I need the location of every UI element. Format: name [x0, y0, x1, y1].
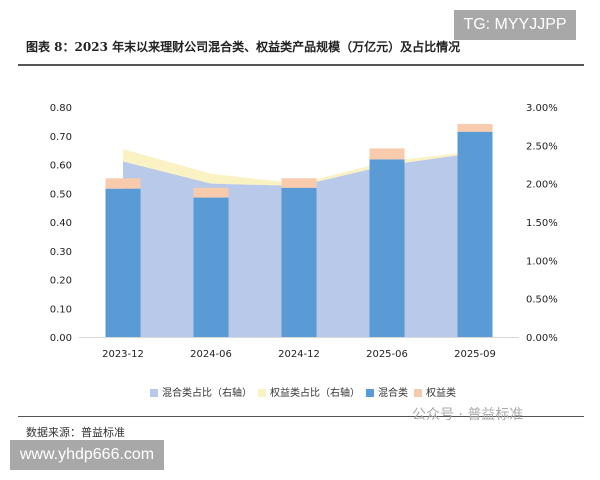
x-tick-label: 2024-06: [190, 349, 232, 360]
bar-equity: [105, 178, 141, 189]
left-y-tick-label: 0.50: [50, 189, 72, 200]
bar-mixed: [281, 187, 317, 337]
chart-canvas: 2023-12 2024-06 2024-12 2025-06 2025-09 0.00 0…: [50, 103, 558, 360]
right-y-tick-label: 0.50%: [526, 295, 558, 306]
legend-label: 混合类占比（右轴）: [162, 388, 252, 399]
left-y-tick-label: 0.60: [50, 161, 72, 172]
legend: 混合类占比（右轴） 权益类占比（右轴） 混合类 权益类: [0, 384, 600, 399]
wechat-watermark: 公众号 · 普益标准: [412, 407, 524, 423]
bar-mixed: [193, 197, 229, 337]
right-y-tick-label: 2.00%: [526, 180, 558, 191]
area-equity-share: [123, 149, 475, 186]
chart-title: 图表 8：2023 年末以来理财公司混合类、权益类产品规模（万亿元）及占比情况: [26, 40, 461, 54]
bar-mixed: [457, 131, 493, 337]
x-tick-label: 2024-12: [278, 349, 320, 360]
legend-swatch: [414, 389, 422, 397]
x-tick-label: 2025-06: [366, 349, 408, 360]
left-y-tick-label: 0.40: [50, 218, 72, 229]
x-tick-label: 2023-12: [102, 349, 144, 360]
legend-swatch: [258, 389, 266, 397]
legend-label: 混合类: [378, 388, 408, 399]
left-y-tick-label: 0.00: [50, 333, 72, 344]
right-y-tick-label: 2.50%: [526, 141, 558, 152]
bar-equity: [369, 148, 405, 160]
left-y-tick-label: 0.80: [50, 103, 72, 114]
top-divider: [18, 64, 584, 66]
bottom-divider: [18, 416, 584, 417]
bar-mixed: [105, 188, 141, 337]
right-y-tick-label: 1.00%: [526, 256, 558, 267]
bar-equity: [281, 178, 317, 188]
right-y-tick-label: 0.00%: [526, 333, 558, 344]
left-y-tick-label: 0.70: [50, 132, 72, 143]
bar-mixed: [369, 159, 405, 337]
source-note: 数据来源：普益标准: [26, 426, 125, 439]
legend-swatch: [150, 389, 158, 397]
bar-equity: [193, 187, 229, 198]
x-tick-label: 2025-09: [454, 349, 496, 360]
left-y-tick-label: 0.30: [50, 247, 72, 258]
legend-label: 权益类占比（右轴）: [270, 388, 360, 399]
left-y-tick-label: 0.20: [50, 276, 72, 287]
right-y-tick-label: 3.00%: [526, 103, 558, 114]
right-y-tick-label: 1.50%: [526, 218, 558, 229]
legend-label: 权益类: [426, 388, 456, 399]
bar-equity: [457, 123, 493, 132]
tg-watermark: TG: MYYJJPP: [454, 10, 576, 40]
url-watermark: www.yhdp666.com: [10, 440, 164, 470]
legend-swatch: [366, 389, 374, 397]
left-y-tick-label: 0.10: [50, 304, 72, 315]
